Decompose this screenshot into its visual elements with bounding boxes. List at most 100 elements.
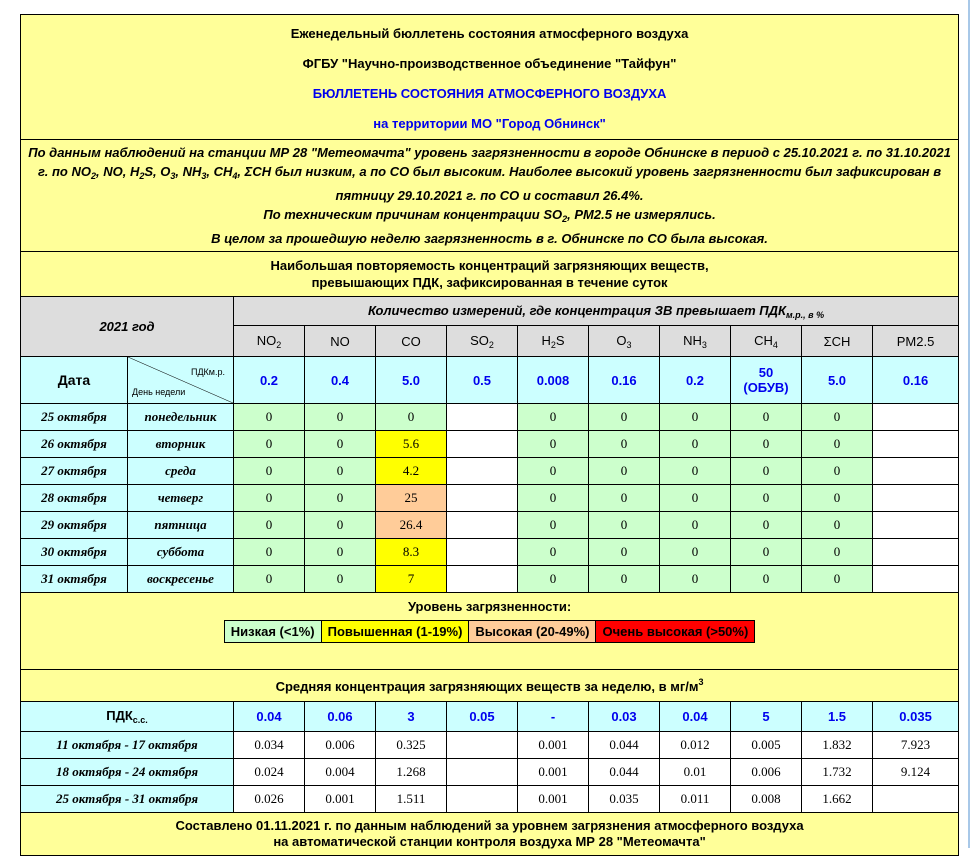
value-cell: 0 xyxy=(659,403,731,431)
value-cell xyxy=(446,403,518,431)
weekly-value: 0.024 xyxy=(233,758,305,786)
date-cell: 27 октября xyxy=(20,457,128,485)
text: , PM2.5 не измерялись. xyxy=(567,207,716,222)
text: (ОБУВ) xyxy=(743,380,789,395)
weekday-cell: понедельник xyxy=(127,403,234,431)
daily-row: 25 октября понедельник 0 0 0 0 0 0 0 0 xyxy=(20,403,960,431)
value-cell: 26.4 xyxy=(375,511,447,539)
limit-value: 0.16 xyxy=(871,356,960,404)
limit-value: 0.4 xyxy=(304,356,376,404)
pdk-ss-value: 0.04 xyxy=(233,701,305,732)
daily-row: 29 октября пятница 0 0 26.4 0 0 0 0 0 xyxy=(20,511,960,539)
legend-item: Высокая (20-49%) xyxy=(468,620,597,643)
weekly-row: 18 октября - 24 октября 0.024 0.004 1.268 0.… xyxy=(20,758,960,786)
text: ΣCH xyxy=(823,333,851,349)
value-cell: 0 xyxy=(588,565,660,593)
period-cell: 25 октября - 31 октября xyxy=(20,785,234,813)
value-cell: 0 xyxy=(659,538,731,566)
weekly-value: 0.004 xyxy=(304,758,376,786)
text: 3 xyxy=(170,171,176,181)
measure-header: Количество измерений, где концентрация З… xyxy=(232,296,960,326)
value-cell: 0 xyxy=(517,484,589,512)
value-cell: 0 xyxy=(801,511,873,539)
value-cell: 0 xyxy=(730,565,802,593)
weekly-value: 0.005 xyxy=(730,731,802,759)
pollutant-header: ΣCH xyxy=(801,325,873,357)
value-cell xyxy=(446,538,518,566)
value-cell: 5.6 xyxy=(375,430,447,458)
weekly-value: 0.001 xyxy=(304,785,376,813)
text: 50 xyxy=(758,365,774,380)
year-header: 2021 год xyxy=(20,296,234,357)
value-cell: 0 xyxy=(304,457,376,485)
text: S xyxy=(555,332,565,348)
value-cell xyxy=(871,565,960,593)
weekly-value: 0.035 xyxy=(588,785,660,813)
value-cell: 0 xyxy=(233,403,305,431)
text: NO xyxy=(330,333,350,349)
weekly-value: 0.001 xyxy=(517,731,589,759)
value-cell: 0 xyxy=(517,538,589,566)
text: PM2.5 xyxy=(896,333,935,349)
value-cell: 8.3 xyxy=(375,538,447,566)
table-row: Низкая (<1%) Повышенная (1-19%) Высокая (2… xyxy=(223,620,756,643)
weekday-cell: четверг xyxy=(127,484,234,512)
limit-value: 0.16 xyxy=(588,356,660,404)
weekly-value: 0.044 xyxy=(588,758,660,786)
value-cell xyxy=(871,430,960,458)
weekly-row: 25 октября - 31 октября 0.026 0.001 1.511 0.… xyxy=(20,785,960,813)
value-cell xyxy=(446,430,518,458)
value-cell: 0 xyxy=(730,484,802,512)
value-cell: 0 xyxy=(801,430,873,458)
value-cell: 0 xyxy=(517,565,589,593)
table-row: Уровень загрязненности: Низкая (<1%) Повыш… xyxy=(19,592,960,670)
value-cell: 0 xyxy=(659,430,731,458)
pdk-ss-value: 0.035 xyxy=(871,701,960,732)
text: Средняя концентрация загрязняющих вещест… xyxy=(275,679,699,694)
legend-item: Очень высокая (>50%) xyxy=(595,620,756,643)
daily-section-title: Наибольшая повторяемость концентраций за… xyxy=(19,251,960,297)
value-cell: 0 xyxy=(517,457,589,485)
limit-value: 5.0 xyxy=(375,356,447,404)
value-cell: 0 xyxy=(233,484,305,512)
value-cell: 0 xyxy=(233,538,305,566)
pollutant-header: CH4 xyxy=(730,325,802,357)
pollutant-header: O3 xyxy=(588,325,660,357)
value-cell: 0 xyxy=(801,403,873,431)
weekly-value xyxy=(446,731,518,759)
value-cell xyxy=(871,538,960,566)
legend-item: Повышенная (1-19%) xyxy=(320,620,470,643)
weekly-value: 1.268 xyxy=(375,758,447,786)
value-cell: 0 xyxy=(659,457,731,485)
pollutant-header: SO2 xyxy=(446,325,518,357)
limit-value: 0.2 xyxy=(659,356,731,404)
weekly-value: 1.662 xyxy=(801,785,873,813)
value-cell: 0 xyxy=(304,430,376,458)
table-row: Наибольшая повторяемость концентраций за… xyxy=(19,251,960,297)
value-cell: 0 xyxy=(304,565,376,593)
weekly-value: 0.001 xyxy=(517,758,589,786)
text: ПДКм.р. xyxy=(190,367,225,377)
limit-value: 5.0 xyxy=(801,356,873,404)
diagonal-header: ПДКм.р. День недели xyxy=(127,356,234,404)
value-cell xyxy=(871,457,960,485)
text: 2 xyxy=(550,339,556,350)
daily-row: 26 октября вторник 0 0 5.6 0 0 0 0 0 xyxy=(20,430,960,458)
value-cell: 0 xyxy=(588,403,660,431)
weekday-cell: воскресенье xyxy=(127,565,234,593)
value-cell: 0 xyxy=(304,538,376,566)
text: Составлено 01.11.2021 г. по данным наблю… xyxy=(175,818,804,833)
limit-value: 0.2 xyxy=(233,356,305,404)
weekday-cell: среда xyxy=(127,457,234,485)
weekly-value: 1.732 xyxy=(801,758,873,786)
weekly-value: 0.044 xyxy=(588,731,660,759)
value-cell: 0 xyxy=(588,457,660,485)
pdk-ss-value: - xyxy=(517,701,589,732)
value-cell: 0 xyxy=(233,511,305,539)
table-row: Еженедельный бюллетень состояния атмосфе… xyxy=(19,14,960,140)
weekly-value: 0.011 xyxy=(659,785,731,813)
value-cell: 0 xyxy=(659,511,731,539)
text: Наибольшая повторяемость концентраций за… xyxy=(270,258,709,273)
pdk-ss-value: 0.06 xyxy=(304,701,376,732)
text: В целом за прошедшую неделю загрязненнос… xyxy=(211,231,768,246)
